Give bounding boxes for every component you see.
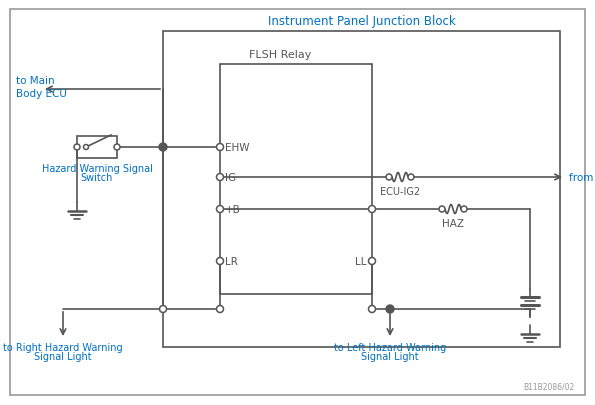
Text: EHW: EHW [225, 143, 249, 153]
Text: LR: LR [225, 256, 238, 266]
Circle shape [368, 258, 375, 265]
Text: to Main: to Main [16, 76, 55, 86]
Text: to Right Hazard Warning: to Right Hazard Warning [3, 342, 123, 352]
Circle shape [368, 206, 375, 213]
Text: HAZ: HAZ [442, 218, 464, 228]
Circle shape [217, 144, 224, 151]
Text: Body ECU: Body ECU [16, 89, 67, 99]
Circle shape [217, 174, 224, 181]
Text: ECU-IG2: ECU-IG2 [380, 187, 420, 196]
Text: LL: LL [355, 256, 367, 266]
Text: to Left Hazard Warning: to Left Hazard Warning [334, 342, 446, 352]
Text: FLSH Relay: FLSH Relay [249, 50, 311, 60]
Text: Switch: Switch [81, 173, 113, 183]
Bar [77, 136, 117, 159]
Text: from IG1 Relay: from IG1 Relay [569, 173, 595, 183]
Circle shape [408, 175, 414, 181]
Text: IG: IG [225, 173, 236, 183]
Text: +B: +B [225, 205, 241, 215]
Circle shape [461, 207, 467, 213]
Circle shape [386, 305, 394, 313]
Circle shape [217, 206, 224, 213]
Text: Signal Light: Signal Light [34, 351, 92, 361]
Text: B11B2086/02: B11B2086/02 [524, 382, 575, 391]
Circle shape [74, 145, 80, 151]
Circle shape [217, 306, 224, 313]
Text: Hazard Warning Signal: Hazard Warning Signal [42, 164, 152, 174]
Circle shape [83, 145, 89, 150]
Bar [220, 65, 372, 294]
Circle shape [159, 144, 167, 151]
Bar [163, 32, 560, 347]
Circle shape [368, 306, 375, 313]
Circle shape [217, 258, 224, 265]
Text: Instrument Panel Junction Block: Instrument Panel Junction Block [268, 15, 456, 28]
Circle shape [439, 207, 445, 213]
Circle shape [386, 175, 392, 181]
Circle shape [159, 306, 167, 313]
Text: Signal Light: Signal Light [361, 351, 419, 361]
Circle shape [114, 145, 120, 151]
